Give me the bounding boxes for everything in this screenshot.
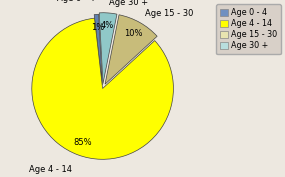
Text: Age 30 +: Age 30 + [109,0,148,7]
Wedge shape [32,18,173,159]
Text: 10%: 10% [124,29,143,38]
Text: 1%: 1% [91,23,104,32]
Wedge shape [105,15,157,84]
Text: Age 15 - 30: Age 15 - 30 [145,9,194,18]
Text: 4%: 4% [101,21,114,30]
Wedge shape [94,14,102,85]
Text: Age 4 - 14: Age 4 - 14 [29,165,72,174]
Legend: Age 0 - 4, Age 4 - 14, Age 15 - 30, Age 30 +: Age 0 - 4, Age 4 - 14, Age 15 - 30, Age … [216,4,281,54]
Text: Age 0 - 4: Age 0 - 4 [57,0,95,3]
Wedge shape [99,13,117,84]
Text: 85%: 85% [73,138,92,147]
